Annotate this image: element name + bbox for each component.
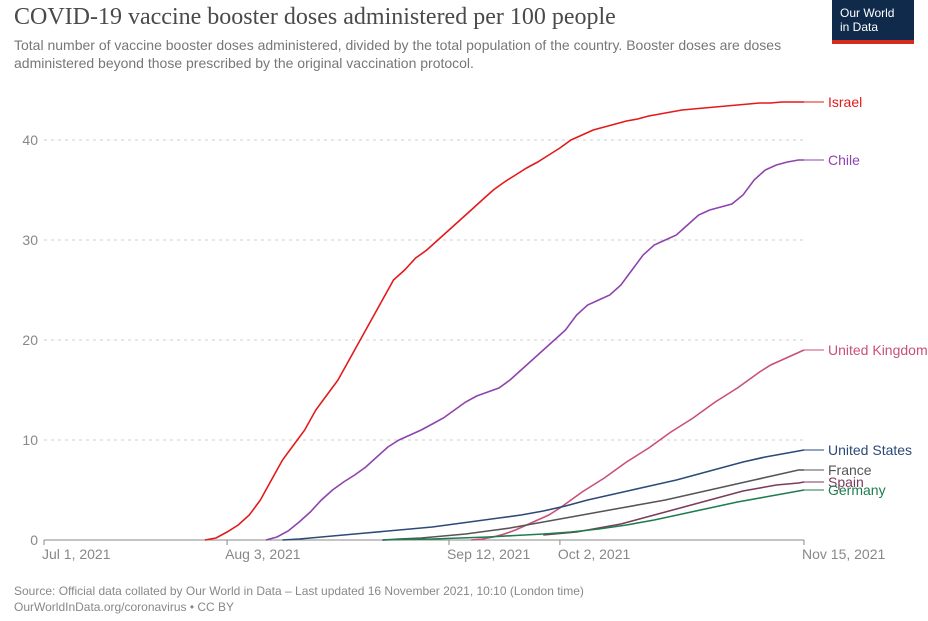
- plot-svg: [44, 90, 804, 540]
- series-line-united-kingdom: [471, 350, 804, 540]
- chart-container: Our World in Data COVID-19 vaccine boost…: [0, 0, 928, 621]
- y-tick-label: 0: [30, 532, 38, 548]
- series-label-united-kingdom: United Kingdom: [828, 342, 928, 358]
- series-label-israel: Israel: [828, 94, 862, 110]
- logo-line1: Our World: [840, 6, 906, 20]
- owid-logo: Our World in Data: [832, 0, 914, 44]
- y-tick-label: 20: [22, 332, 38, 348]
- series-line-germany: [382, 490, 804, 540]
- footer-license: OurWorldInData.org/coronavirus • CC BY: [14, 599, 584, 615]
- series-line-spain: [543, 482, 804, 535]
- plot-area: 010203040Jul 1, 2021Aug 3, 2021Sep 12, 2…: [44, 90, 804, 540]
- x-tick-label: Oct 2, 2021: [558, 546, 630, 562]
- footer-source: Source: Official data collated by Our Wo…: [14, 583, 584, 599]
- logo-line2: in Data: [840, 20, 906, 34]
- chart-footer: Source: Official data collated by Our Wo…: [14, 583, 584, 615]
- chart-title: COVID-19 vaccine booster doses administe…: [14, 4, 616, 31]
- y-tick-label: 30: [22, 232, 38, 248]
- series-label-germany: Germany: [828, 482, 886, 498]
- series-line-chile: [266, 160, 804, 540]
- y-tick-label: 40: [22, 132, 38, 148]
- x-tick-label: Aug 3, 2021: [225, 546, 301, 562]
- x-tick-label: Nov 15, 2021: [802, 546, 885, 562]
- x-tick-label: Jul 1, 2021: [42, 546, 111, 562]
- series-label-united-states: United States: [828, 442, 912, 458]
- y-tick-label: 10: [22, 432, 38, 448]
- chart-subtitle: Total number of vaccine booster doses ad…: [14, 36, 808, 72]
- x-tick-label: Sep 12, 2021: [447, 546, 530, 562]
- series-label-chile: Chile: [828, 152, 860, 168]
- series-line-israel: [205, 102, 804, 540]
